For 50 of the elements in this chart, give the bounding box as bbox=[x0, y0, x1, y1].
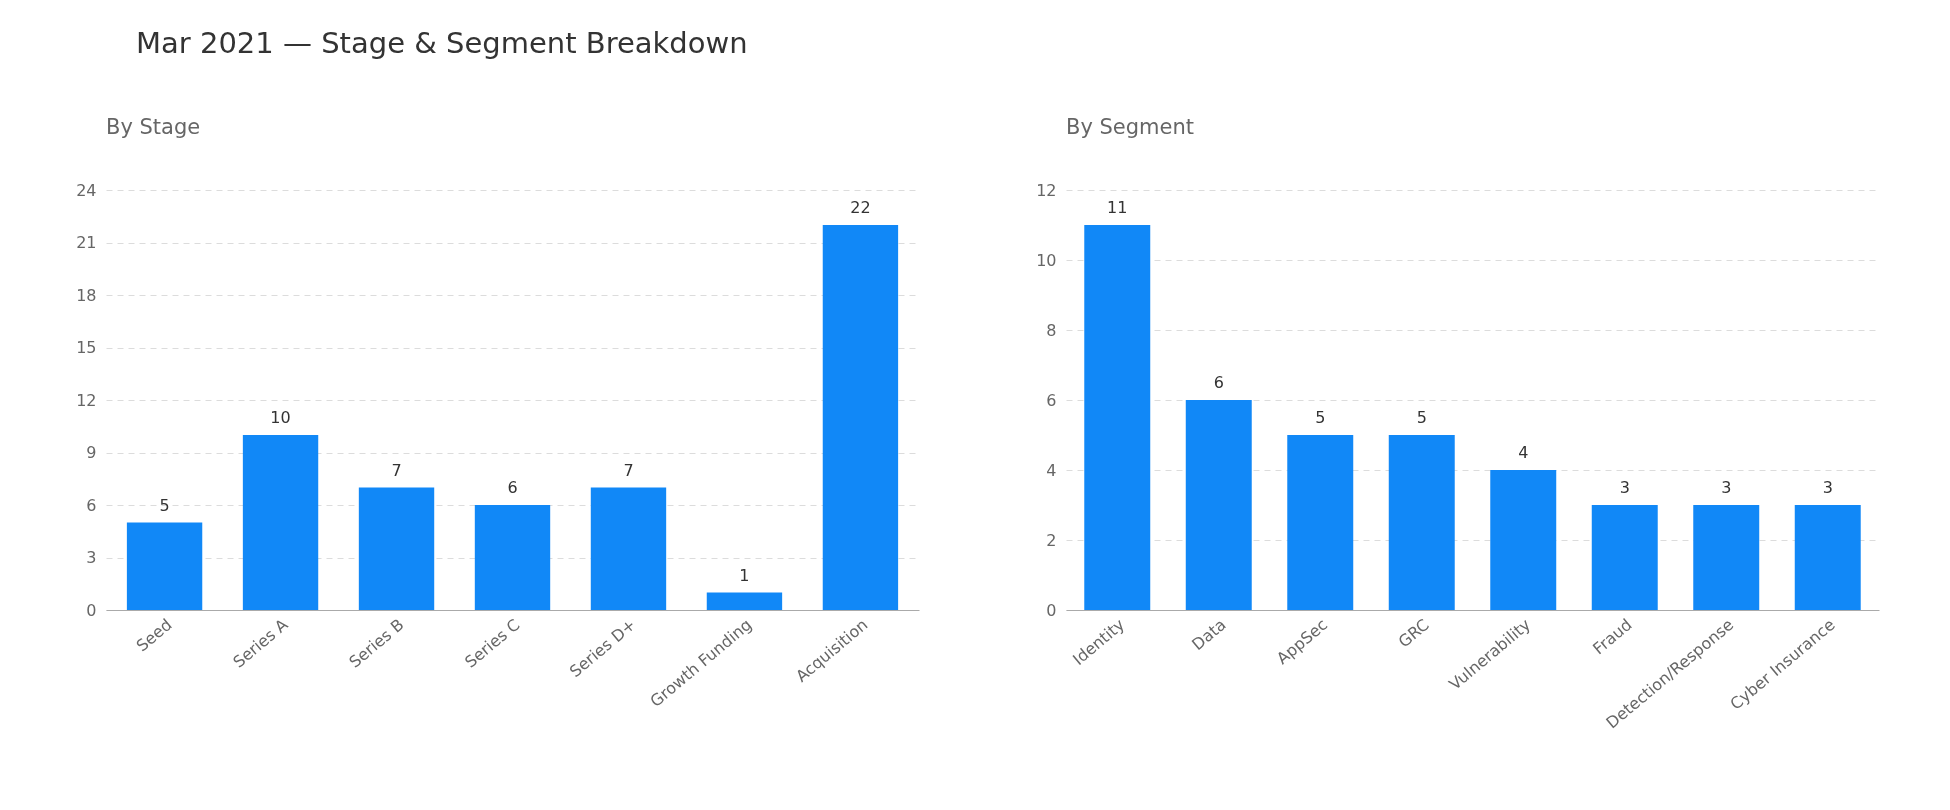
y-tick-label: 18 bbox=[76, 285, 97, 305]
bar bbox=[590, 487, 667, 610]
y-tick-label: 3 bbox=[86, 548, 97, 567]
y-tick-label: 0 bbox=[86, 600, 97, 620]
bar bbox=[1490, 470, 1557, 610]
y-tick-label: 6 bbox=[1046, 390, 1057, 410]
y-tick-label: 24 bbox=[76, 180, 97, 200]
bar bbox=[822, 225, 899, 610]
bar bbox=[1693, 505, 1760, 610]
y-tick-label: 6 bbox=[86, 495, 97, 515]
y-tick-label: 12 bbox=[76, 390, 97, 410]
bar bbox=[1287, 435, 1354, 610]
data-label: 1 bbox=[739, 565, 750, 585]
y-tick-label: 2 bbox=[1046, 530, 1057, 550]
bar bbox=[242, 435, 319, 610]
data-label: 10 bbox=[270, 408, 291, 427]
y-tick-label: 12 bbox=[1036, 180, 1057, 200]
data-label: 5 bbox=[159, 495, 170, 515]
data-label: 11 bbox=[1107, 198, 1128, 217]
bar bbox=[474, 505, 551, 610]
bar bbox=[1591, 505, 1658, 610]
bar bbox=[1185, 400, 1252, 610]
y-tick-label: 4 bbox=[1046, 460, 1057, 480]
chart-subtitle: By Stage bbox=[106, 115, 201, 139]
chart-title: Mar 2021 — Stage & Segment Breakdown bbox=[136, 26, 748, 60]
data-label: 3 bbox=[1822, 478, 1833, 497]
chart-subtitle: By Segment bbox=[1066, 115, 1195, 139]
data-label: 7 bbox=[391, 460, 402, 480]
y-tick-label: 10 bbox=[1036, 250, 1057, 270]
y-tick-label: 8 bbox=[1046, 320, 1057, 340]
data-label: 4 bbox=[1518, 443, 1529, 462]
x-tick-label: GRC bbox=[1394, 614, 1433, 652]
bar bbox=[706, 592, 783, 610]
bar bbox=[358, 487, 435, 610]
bar bbox=[126, 522, 203, 610]
bar bbox=[1388, 435, 1455, 610]
data-label: 6 bbox=[507, 478, 518, 497]
data-label: 5 bbox=[1315, 408, 1326, 427]
data-label: 5 bbox=[1416, 408, 1427, 427]
data-label: 7 bbox=[623, 460, 634, 480]
data-label: 3 bbox=[1721, 478, 1732, 497]
y-tick-label: 0 bbox=[1046, 600, 1057, 620]
data-label: 22 bbox=[850, 198, 871, 217]
bar bbox=[1084, 225, 1151, 610]
data-label: 6 bbox=[1213, 373, 1224, 392]
y-tick-label: 21 bbox=[76, 233, 97, 252]
bar bbox=[1794, 505, 1861, 610]
y-tick-label: 9 bbox=[86, 443, 97, 462]
data-label: 3 bbox=[1619, 478, 1630, 497]
y-tick-label: 15 bbox=[76, 338, 97, 357]
